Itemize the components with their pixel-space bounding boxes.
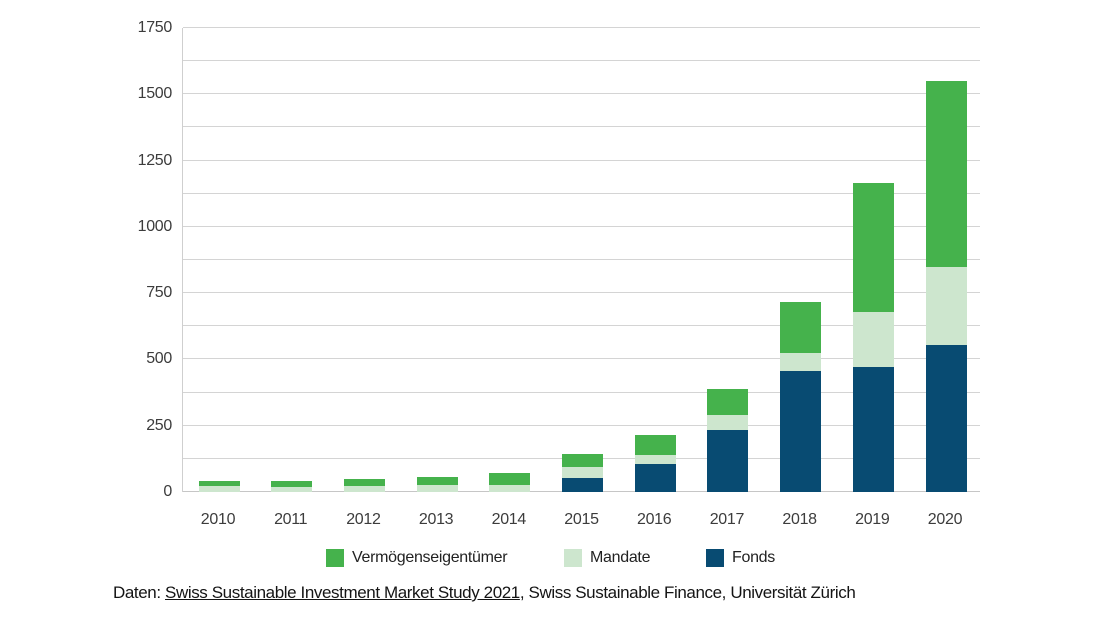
bar-2016 — [634, 434, 676, 492]
major-gridline — [183, 27, 980, 28]
segment-mandate-2013 — [416, 485, 458, 492]
segment-vermögenseigentümer-2019 — [852, 183, 894, 312]
segment-mandate-2015 — [562, 466, 603, 479]
bar-2014 — [489, 473, 531, 492]
x-axis-tick-label: 2017 — [709, 511, 745, 528]
segment-vermögenseigentümer-2017 — [707, 388, 749, 416]
plot-area — [182, 27, 980, 492]
segment-vermögenseigentümer-2012 — [343, 479, 385, 487]
x-axis-tick-label: 2012 — [346, 511, 381, 528]
y-axis-tick-label: 500 — [146, 350, 172, 368]
y-axis-tick-label: 1750 — [137, 19, 173, 36]
x-axis-tick-label: 2020 — [927, 511, 963, 528]
segment-vermögenseigentümer-2018 — [780, 302, 822, 353]
major-gridline — [183, 225, 980, 227]
bar-2011 — [271, 480, 313, 492]
minor-gridline — [183, 325, 980, 327]
caption-prefix: Daten: — [113, 583, 166, 602]
legend-item-mandate: Mandate — [564, 549, 650, 567]
segment-fonds-2020 — [925, 344, 967, 492]
y-axis-tick-label: 250 — [146, 416, 172, 434]
x-axis-tick-label: 2018 — [782, 511, 817, 528]
bar-2019 — [852, 183, 894, 492]
segment-mandate-2011 — [271, 486, 313, 492]
segment-vermögenseigentümer-2015 — [562, 454, 603, 467]
y-axis-tick-label: 1000 — [137, 217, 173, 235]
segment-vermögenseigentümer-2013 — [416, 476, 458, 486]
segment-fonds-2019 — [852, 367, 894, 492]
bar-2010 — [198, 480, 240, 492]
segment-mandate-2018 — [780, 352, 822, 372]
segment-mandate-2020 — [925, 266, 967, 345]
y-axis-tick-label: 0 — [163, 483, 172, 500]
segment-mandate-2010 — [198, 486, 240, 492]
legend-swatch-icon — [706, 549, 724, 567]
major-gridline — [183, 292, 980, 294]
minor-gridline — [183, 259, 980, 260]
bar-2015 — [562, 454, 603, 492]
segment-vermögenseigentümer-2011 — [271, 480, 313, 487]
source-link[interactable]: Swiss Sustainable Investment Market Stud… — [165, 583, 520, 602]
caption-suffix: , Swiss Sustainable Finance, Universität… — [519, 583, 856, 602]
legend-item-fonds: Fonds — [706, 549, 775, 567]
legend-swatch-icon — [564, 549, 582, 567]
bar-2013 — [416, 476, 458, 492]
x-axis-tick-label: 2016 — [636, 511, 672, 528]
legend-label: Mandate — [590, 549, 651, 566]
source-caption: Daten: Swiss Sustainable Investment Mark… — [113, 583, 856, 603]
legend-label: Fonds — [732, 549, 775, 566]
segment-vermögenseigentümer-2010 — [198, 480, 240, 487]
major-gridline — [183, 93, 980, 95]
y-axis-tick-label: 1250 — [137, 151, 173, 169]
x-axis-tick-label: 2015 — [564, 511, 599, 528]
segment-fonds-2016 — [634, 464, 676, 492]
segment-mandate-2019 — [852, 311, 894, 368]
legend-swatch-icon — [326, 549, 344, 567]
minor-gridline — [183, 192, 980, 194]
major-gridline — [183, 424, 980, 426]
minor-gridline — [183, 391, 980, 393]
x-axis-tick-label: 2014 — [491, 511, 527, 528]
segment-fonds-2018 — [780, 371, 822, 492]
segment-mandate-2017 — [707, 415, 749, 430]
x-axis-tick-label: 2013 — [418, 511, 454, 528]
x-axis-tick-label: 2019 — [855, 511, 890, 528]
major-gridline — [183, 159, 980, 161]
bar-2020 — [925, 81, 967, 492]
legend-label: Vermögenseigentümer — [352, 549, 508, 566]
y-axis-tick-label: 1500 — [137, 85, 173, 103]
segment-mandate-2016 — [634, 454, 676, 465]
bar-2017 — [707, 388, 749, 492]
y-axis-tick-label: 750 — [146, 284, 172, 302]
bar-2012 — [343, 479, 385, 492]
segment-vermögenseigentümer-2014 — [489, 473, 531, 486]
minor-gridline — [183, 60, 980, 62]
segment-mandate-2012 — [343, 486, 385, 492]
bar-2018 — [780, 302, 822, 492]
segment-vermögenseigentümer-2016 — [634, 434, 676, 455]
segment-vermögenseigentümer-2020 — [925, 81, 967, 267]
segment-fonds-2017 — [707, 429, 749, 492]
minor-gridline — [183, 126, 980, 128]
segment-fonds-2015 — [562, 478, 603, 492]
x-axis-tick-label: 2011 — [274, 511, 308, 528]
segment-mandate-2014 — [489, 485, 531, 492]
x-axis-tick-label: 2010 — [200, 511, 236, 528]
major-gridline — [183, 358, 980, 360]
legend-item-vermögenseigentümer: Vermögenseigentümer — [326, 549, 508, 567]
